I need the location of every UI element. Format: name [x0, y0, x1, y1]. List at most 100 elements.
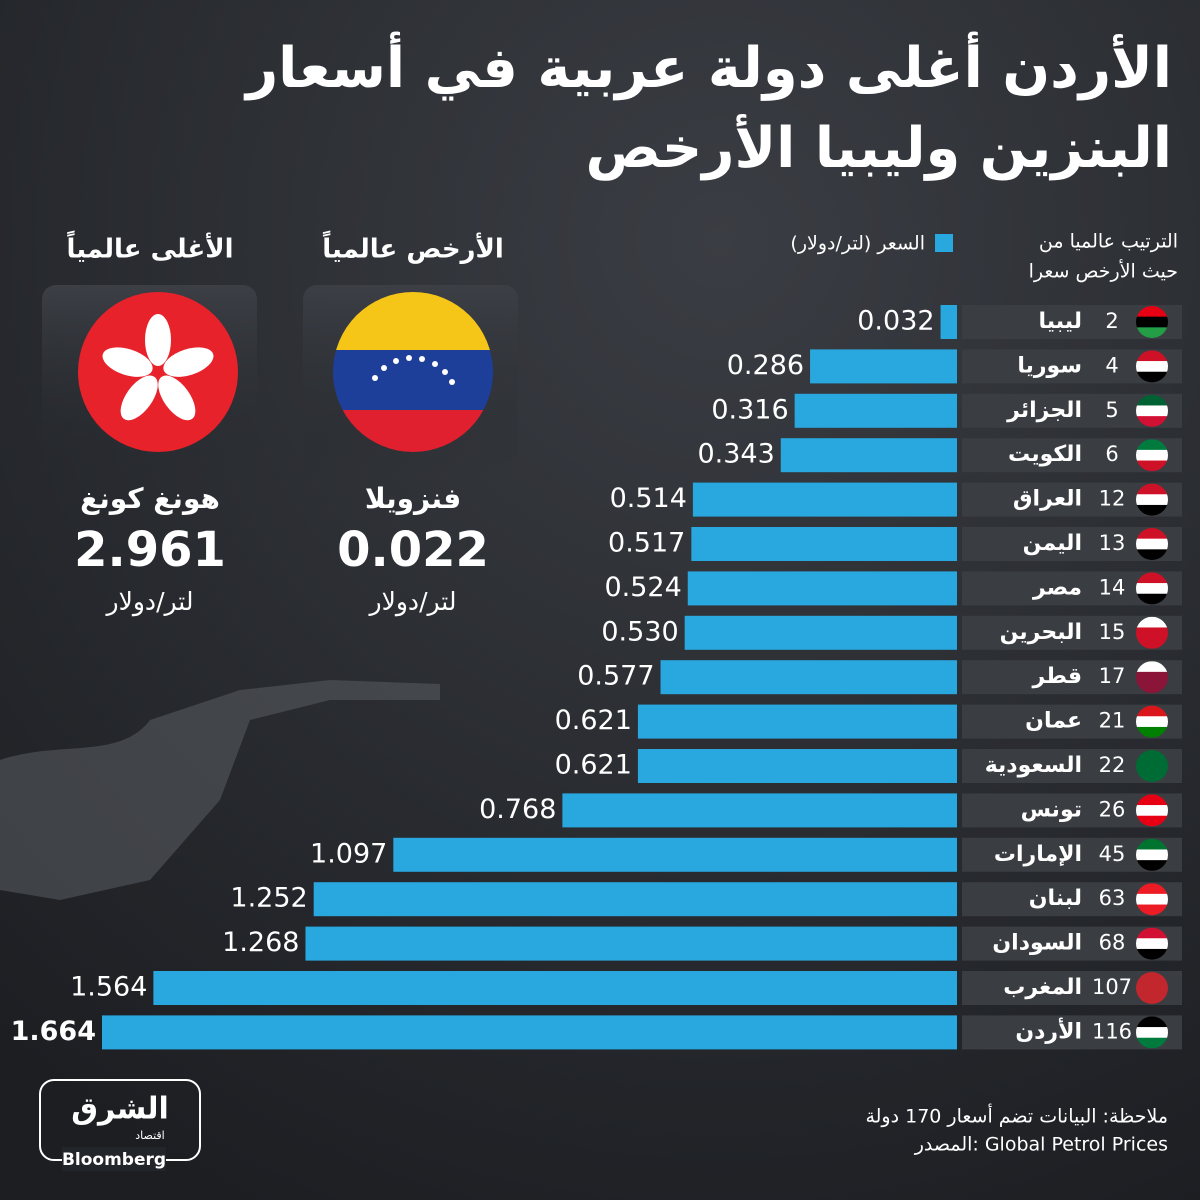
country-name: ليبيا: [1039, 309, 1082, 334]
flag-stripe: [1136, 593, 1168, 605]
value-label: 0.530: [601, 616, 678, 647]
flag-stripe: [1136, 805, 1168, 817]
flag-stripe: [1136, 460, 1168, 472]
value-label: 1.268: [222, 927, 299, 958]
row-flag: [1136, 483, 1168, 516]
country-name: قطر: [1031, 664, 1082, 689]
country-name: اليمن: [1023, 531, 1082, 556]
bar: [313, 882, 957, 917]
bar: [393, 837, 957, 872]
flag-stripe: [1136, 716, 1168, 728]
flag-stripe: [1136, 627, 1168, 639]
flag-stripe: [1136, 583, 1168, 595]
flag-stripe: [1136, 849, 1168, 861]
rank-header: حيث الأرخص سعرا: [1029, 260, 1178, 283]
country-name: السعودية: [985, 753, 1082, 778]
flag-stripe: [1136, 504, 1168, 516]
flag-stripe: [1136, 993, 1168, 1004]
flag-stripe: [1136, 771, 1168, 782]
flag-stripe: [1136, 893, 1168, 906]
value-label: 0.343: [697, 439, 774, 470]
chart-rows: 0.032 ليبيا 2 0.286 سوريا 4 0.316 الجزائر 5 0.343…: [11, 305, 1182, 1050]
bar: [102, 1015, 957, 1050]
flag-stripe: [1136, 705, 1168, 717]
flag-stripe: [1136, 860, 1168, 871]
flag-stripe: [1136, 750, 1168, 762]
rank: 68: [1099, 931, 1126, 955]
note: ملاحظة: البيانات تضم أسعار 170 دولة: [865, 1104, 1168, 1128]
value-label: 1.664: [11, 1016, 96, 1047]
title-line: الأردن أغلى دولة عربية في أسعار: [243, 31, 1172, 101]
flag-stripe: [1136, 316, 1168, 328]
bar: [794, 393, 957, 428]
flag-stripe: [1136, 361, 1168, 373]
flag-stripe: [1136, 1037, 1168, 1049]
bar: [153, 971, 958, 1005]
value-label: 0.286: [727, 350, 804, 381]
value-label: 0.621: [555, 705, 632, 736]
flag-stripe: [1136, 572, 1168, 584]
rank-header: الترتيب عالميا من: [1039, 231, 1178, 253]
bar: [637, 704, 957, 739]
row-flag: [1136, 350, 1168, 383]
value-label: 0.524: [604, 572, 681, 603]
nozzle-illustration: [0, 680, 440, 900]
country-name: لبنان: [1029, 886, 1082, 911]
country-name: عمان: [1025, 709, 1082, 734]
source: المصدر: Global Petrol Prices: [914, 1134, 1168, 1156]
panel-country: هونغ كونغ: [80, 482, 220, 515]
country-name: الجزائر: [1006, 398, 1082, 423]
flag-stripe: [1136, 549, 1168, 560]
flag-stripe: [1136, 948, 1168, 960]
row-flag: [1136, 306, 1168, 338]
rank: 4: [1105, 353, 1118, 377]
flag-stripe: [1136, 494, 1168, 506]
country-name: سوريا: [1017, 353, 1082, 378]
flag-stripe: [1136, 616, 1168, 628]
bar: [660, 660, 957, 695]
rank: 15: [1099, 620, 1126, 644]
row-flag: [1136, 972, 1168, 1004]
panel-country: فنزويلا: [365, 482, 461, 515]
rank: 116: [1092, 1019, 1132, 1043]
country-name: الأردن: [1015, 1016, 1082, 1044]
flag-stripe: [1136, 682, 1168, 694]
value-label: 1.097: [310, 838, 387, 869]
country-name: السودان: [992, 931, 1082, 956]
row-flag: [1136, 750, 1168, 782]
bar: [810, 349, 957, 384]
flag-stripe: [1136, 726, 1168, 738]
bar: [562, 793, 957, 828]
rank: 45: [1099, 842, 1126, 866]
flag-stripe: [1136, 416, 1168, 427]
panel-value: 2.961: [74, 522, 226, 578]
country-name: المغرب: [1003, 975, 1082, 1000]
hong-kong-flag: [78, 292, 238, 452]
flag-stripe: [1136, 306, 1168, 318]
row-flag: [1136, 794, 1168, 827]
panel-unit: لتر/دولار: [368, 587, 457, 617]
country-name: تونس: [1021, 797, 1082, 822]
rank: 17: [1099, 664, 1126, 688]
bar: [940, 305, 957, 339]
flag-stripe: [1136, 671, 1168, 684]
row-flag: [1136, 1016, 1168, 1049]
country-name: مصر: [1032, 575, 1082, 600]
flag-stripe: [1136, 350, 1168, 362]
row-flag: [1136, 883, 1168, 916]
rank: 5: [1105, 398, 1118, 422]
flag-stripe: [1136, 938, 1168, 950]
flag-stripe: [1136, 483, 1168, 495]
flag-stripe: [1136, 1016, 1168, 1028]
row-flag: [1136, 927, 1168, 960]
bar: [305, 926, 957, 961]
title-line: البنزين وليبيا الأرخص: [585, 113, 1172, 181]
panel-value: 0.022: [337, 522, 489, 578]
flag-stripe: [1136, 927, 1168, 939]
bar: [780, 438, 957, 473]
row-flag: [1136, 528, 1168, 560]
value-label: 0.517: [608, 528, 685, 559]
value-label: 0.577: [577, 661, 654, 692]
logo-partner: Bloomberg: [62, 1150, 166, 1170]
